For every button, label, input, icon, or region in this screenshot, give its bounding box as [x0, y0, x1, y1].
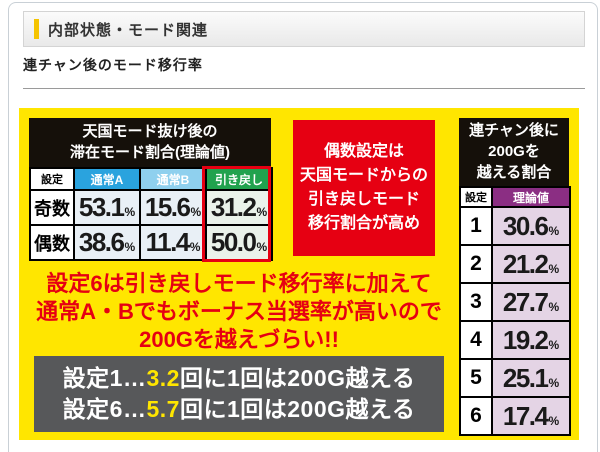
col-header-normal-a: 通常A [73, 167, 141, 191]
cell-even-normal-a: 38.6% [73, 224, 141, 261]
summary-panel: 設定1…3.2回に1回は200G越える 設定6…5.7回に1回は200G越える [34, 356, 444, 432]
table-row-setting4: 4 19.2% [459, 320, 571, 360]
cell-even-hikimodoshi: 50.0% [205, 224, 273, 261]
warning-line3: 200Gを越えづらい!! [139, 327, 339, 352]
col-header-normal-b: 通常B [139, 167, 207, 191]
col-header-setting2: 設定 [459, 186, 493, 208]
stay-mode-title-line2: 滞在モード割合(理論値) [70, 144, 230, 161]
over-200g-header-row: 設定 理論値 [459, 186, 571, 208]
yellow-accent-bar-icon [34, 19, 39, 39]
stay-mode-title-line1: 天国モード抜け後の [82, 123, 218, 140]
table-row-setting6: 6 17.4% [459, 396, 571, 436]
value-setting-1: 30.6% [491, 206, 571, 246]
table-row-even: 偶数 38.6% 11.4% 50.0% [29, 224, 273, 261]
cell-even-normal-b: 11.4% [139, 224, 207, 261]
setting-1: 1 [459, 206, 493, 246]
table-row-setting5: 5 25.1% [459, 358, 571, 398]
cell-odd-normal-a: 53.1% [73, 189, 141, 226]
summary-line1: 設定1…3.2回に1回は200G越える [62, 365, 416, 391]
cell-odd-hikimodoshi: 31.2% [205, 189, 273, 226]
callout-line2: 天国モードからの [299, 167, 428, 184]
over-200g-table: 連チャン後に 200Gを 越える割合 設定 理論値 1 30.6% 2 [459, 118, 571, 436]
over-200g-title-line3: 越える割合 [476, 164, 552, 181]
col-header-setting: 設定 [29, 167, 75, 191]
value-setting-2: 21.2% [491, 244, 571, 284]
table-row-setting3: 3 27.7% [459, 282, 571, 322]
highlight-value-1: 3.2 [146, 365, 180, 391]
stay-mode-grid: 設定 通常A 通常B 引き戻し 奇数 53.1% 15.6% 31.2% 偶数 … [29, 167, 273, 261]
col-header-theory: 理論値 [491, 186, 571, 208]
highlight-value-2: 5.7 [146, 396, 180, 422]
mode-info-panel: 天国モード抜け後の 滞在モード割合(理論値) 設定 通常A 通常B 引き戻し 奇… [19, 108, 579, 440]
cell-odd-normal-b: 15.6% [139, 189, 207, 226]
setting-2: 2 [459, 244, 493, 284]
warning-line2: 通常A・Bでもボーナス当選率が高いので [36, 299, 442, 324]
section-header: 内部状態・モード関連 [23, 11, 585, 47]
callout-line3: 引き戻しモード [307, 191, 420, 208]
section-title: 内部状態・モード関連 [48, 21, 209, 39]
even-setting-callout: 偶数設定は 天国モードからの 引き戻しモード 移行割合が高め [293, 120, 435, 256]
stay-mode-table-title: 天国モード抜け後の 滞在モード割合(理論値) [29, 118, 271, 167]
setting-6: 6 [459, 396, 493, 436]
over-200g-title-line2: 200Gを [488, 143, 540, 160]
stay-mode-table: 天国モード抜け後の 滞在モード割合(理論値) 設定 通常A 通常B 引き戻し 奇… [29, 118, 273, 262]
value-setting-5: 25.1% [491, 358, 571, 398]
value-setting-4: 19.2% [491, 320, 571, 360]
table-row-setting1: 1 30.6% [459, 206, 571, 246]
value-setting-3: 27.7% [491, 282, 571, 322]
table-row-setting2: 2 21.2% [459, 244, 571, 284]
col-header-hikimodoshi: 引き戻し [205, 167, 273, 191]
over-200g-grid: 設定 理論値 1 30.6% 2 21.2% 3 27.7% [459, 186, 571, 436]
row-label-even: 偶数 [29, 224, 75, 261]
over-200g-table-title: 連チャン後に 200Gを 越える割合 [459, 118, 569, 186]
row-label-odd: 奇数 [29, 189, 75, 226]
divider [23, 88, 585, 89]
setting6-warning-text: 設定6は引き戻しモード移行率に加えて 通常A・Bでもボーナス当選率が高いので 2… [27, 270, 451, 354]
stay-mode-header-row: 設定 通常A 通常B 引き戻し [29, 167, 273, 191]
setting-4: 4 [459, 320, 493, 360]
setting-5: 5 [459, 358, 493, 398]
page-subtitle: 連チャン後のモード移行率 [23, 57, 203, 73]
warning-line1: 設定6は引き戻しモード移行率に加えて [46, 271, 432, 296]
value-setting-6: 17.4% [491, 396, 571, 436]
setting-3: 3 [459, 282, 493, 322]
content-card: 内部状態・モード関連 連チャン後のモード移行率 天国モード抜け後の 滞在モード割… [8, 2, 598, 452]
table-row-odd: 奇数 53.1% 15.6% 31.2% [29, 189, 273, 226]
over-200g-title-line1: 連チャン後に [469, 122, 559, 139]
callout-line4: 移行割合が高め [307, 215, 420, 232]
summary-line2: 設定6…5.7回に1回は200G越える [62, 396, 416, 422]
callout-line1: 偶数設定は [323, 143, 404, 160]
